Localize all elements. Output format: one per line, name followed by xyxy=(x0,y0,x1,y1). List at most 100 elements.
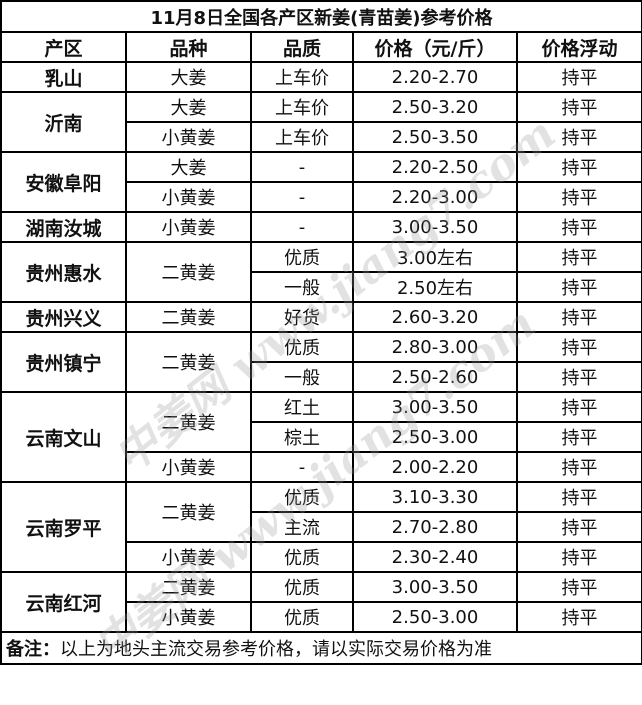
header-row: 产区 品种 品质 价格（元/斤） 价格浮动 xyxy=(0,31,642,63)
region-cell: 乳山 xyxy=(0,61,127,93)
variety-cell: 小黄姜 xyxy=(125,451,252,483)
table-row: 棕土 2.50-3.00 持平 xyxy=(1,421,642,453)
variety-cell: 大姜 xyxy=(125,151,252,183)
price-cell: 3.00-3.50 xyxy=(352,211,518,243)
price-cell: 2.50左右 xyxy=(352,271,518,303)
region-cell: 云南文山 xyxy=(0,391,127,483)
change-cell: 持平 xyxy=(515,541,642,573)
change-cell: 持平 xyxy=(515,421,642,453)
price-cell: 3.10-3.30 xyxy=(352,481,518,513)
price-cell: 3.00-3.50 xyxy=(352,571,518,603)
price-cell: 2.30-2.40 xyxy=(352,541,518,573)
header-region: 产区 xyxy=(0,31,127,63)
price-cell: 2.20-3.00 xyxy=(352,181,518,213)
table-row: 乳山 大姜 上车价 2.20-2.70 持平 xyxy=(0,61,642,93)
change-cell: 持平 xyxy=(515,511,642,543)
table-row: 安徽阜阳 大姜 -2.20-2.50 持平 xyxy=(0,151,642,213)
change-cell: 持平 xyxy=(515,151,642,183)
quality-cell: 优质 xyxy=(250,241,354,273)
table-row: 湖南汝城 小黄姜 -3.00-3.50 持平 xyxy=(0,211,642,243)
quality-cell: 优质 xyxy=(250,331,354,363)
quality-cell: 一般 xyxy=(250,361,354,393)
region-cell: 湖南汝城 xyxy=(0,211,127,243)
quality-cell: 优质 xyxy=(250,571,354,603)
variety-cell: 小黄姜 xyxy=(125,601,252,633)
price-cell: 2.50-3.00 xyxy=(352,601,518,633)
note-cell: 备注：以上为地头主流交易参考价格，请以实际交易价格为准 xyxy=(0,631,642,665)
table-row: 小黄姜 -2.20-3.00 持平 xyxy=(1,181,642,213)
header-change: 价格浮动 xyxy=(515,31,642,63)
change-cell: 持平 xyxy=(515,121,642,153)
region-cell: 云南罗平 xyxy=(0,481,127,573)
price-cell: 2.20-2.50 xyxy=(352,151,518,183)
quality-cell: 好货 xyxy=(250,301,354,333)
price-cell: 2.50-3.20 xyxy=(352,91,518,123)
region-cell: 贵州惠水 xyxy=(0,241,127,303)
table-row: 主流 2.70-2.80 持平 xyxy=(1,511,642,543)
table-row: 云南文山 二黄姜 红土 3.00-3.50 持平 xyxy=(0,391,642,483)
change-cell: 持平 xyxy=(515,211,642,243)
change-cell: 持平 xyxy=(515,91,642,123)
quality-cell: - xyxy=(250,181,354,213)
change-cell: 持平 xyxy=(515,361,642,393)
price-cell: 2.00-2.20 xyxy=(352,451,518,483)
variety-cell: 二黄姜 xyxy=(125,301,252,333)
change-cell: 持平 xyxy=(515,601,642,633)
region-cell: 贵州镇宁 xyxy=(0,331,127,393)
table-row: 一般 2.50-2.60 持平 xyxy=(1,361,642,393)
table-row: 贵州镇宁 二黄姜 优质 2.80-3.00 持平 xyxy=(0,331,642,393)
variety-cell: 二黄姜 xyxy=(125,241,252,303)
variety-cell: 小黄姜 xyxy=(125,121,252,153)
table-row: 沂南 大姜 上车价 2.50-3.20 持平 xyxy=(0,91,642,153)
price-cell: 2.50-3.50 xyxy=(352,121,518,153)
quality-cell: 上车价 xyxy=(250,121,354,153)
change-cell: 持平 xyxy=(515,301,642,333)
quality-cell: - xyxy=(250,451,354,483)
table-row: 小黄姜 -2.00-2.20 持平 xyxy=(1,451,642,483)
table-row: 小黄姜 优质 2.30-2.40 持平 xyxy=(1,541,642,573)
variety-cell: 二黄姜 xyxy=(125,331,252,393)
region-cell: 云南红河 xyxy=(0,571,127,633)
price-cell: 2.70-2.80 xyxy=(352,511,518,543)
price-cell: 3.00-3.50 xyxy=(352,391,518,423)
quality-cell: 上车价 xyxy=(250,61,354,93)
quality-cell: - xyxy=(250,211,354,243)
change-cell: 持平 xyxy=(515,451,642,483)
change-cell: 持平 xyxy=(515,571,642,603)
price-cell: 2.60-3.20 xyxy=(352,301,518,333)
change-cell: 持平 xyxy=(515,391,642,423)
title-row: 11月8日全国各产区新姜(青苗姜)参考价格 xyxy=(0,0,642,33)
quality-cell: 一般 xyxy=(250,271,354,303)
price-cell: 3.00左右 xyxy=(352,241,518,273)
quality-cell: - xyxy=(250,151,354,183)
price-cell: 2.50-3.00 xyxy=(352,421,518,453)
variety-cell: 小黄姜 xyxy=(125,541,252,573)
region-cell: 安徽阜阳 xyxy=(0,151,127,213)
variety-cell: 小黄姜 xyxy=(125,181,252,213)
table-row: 云南罗平 二黄姜 优质 3.10-3.30 持平 xyxy=(0,481,642,573)
quality-cell: 棕土 xyxy=(250,421,354,453)
variety-cell: 小黄姜 xyxy=(125,211,252,243)
variety-cell: 二黄姜 xyxy=(125,481,252,543)
header-price: 价格（元/斤） xyxy=(352,31,518,63)
quality-cell: 优质 xyxy=(250,541,354,573)
table-row: 小黄姜 优质 2.50-3.00 持平 xyxy=(1,601,642,633)
table-row: 云南红河 二黄姜 优质 3.00-3.50 持平 xyxy=(0,571,642,633)
price-cell: 2.50-2.60 xyxy=(352,361,518,393)
table-row: 小黄姜 上车价 2.50-3.50 持平 xyxy=(1,121,642,153)
change-cell: 持平 xyxy=(515,481,642,513)
change-cell: 持平 xyxy=(515,271,642,303)
table-title: 11月8日全国各产区新姜(青苗姜)参考价格 xyxy=(0,0,642,33)
variety-cell: 二黄姜 xyxy=(125,391,252,453)
header-quality: 品质 xyxy=(250,31,354,63)
note-text: 以上为地头主流交易参考价格，请以实际交易价格为准 xyxy=(60,639,492,660)
price-cell: 2.80-3.00 xyxy=(352,331,518,363)
table-row: 一般 2.50左右 持平 xyxy=(1,271,642,303)
change-cell: 持平 xyxy=(515,241,642,273)
change-cell: 持平 xyxy=(515,61,642,93)
note-row: 备注：以上为地头主流交易参考价格，请以实际交易价格为准 xyxy=(0,631,642,665)
region-cell: 贵州兴义 xyxy=(0,301,127,333)
note-label: 备注： xyxy=(6,639,60,660)
price-table: 11月8日全国各产区新姜(青苗姜)参考价格 产区 品种 品质 价格（元/斤） 价… xyxy=(0,0,642,665)
price-cell: 2.20-2.70 xyxy=(352,61,518,93)
